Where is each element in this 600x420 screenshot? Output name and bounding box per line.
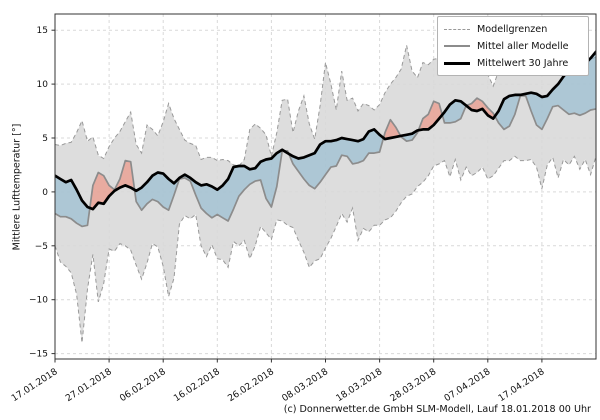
legend-label: Modellgrenzen xyxy=(477,23,548,35)
y-tick-label: −10 xyxy=(29,296,48,306)
mean30-line xyxy=(55,50,596,211)
y-axis-label: Mittlere Lufttemperatur [°] xyxy=(11,123,23,251)
dashed-line-sample-icon xyxy=(444,28,470,30)
copyright-caption: (c) Donnerwetter.de GmbH SLM-Modell, Lau… xyxy=(283,404,591,415)
legend-label: Mittelwert 30 Jahre xyxy=(477,57,569,69)
y-tick-label: −5 xyxy=(35,242,48,252)
legend-item-modellgrenzen: Modellgrenzen xyxy=(444,22,582,36)
grid xyxy=(54,14,596,359)
y-tick-label: 0 xyxy=(42,188,48,198)
black-line-sample-icon xyxy=(444,61,470,65)
y-tick-label: 5 xyxy=(42,134,48,144)
legend-item-mittelwert-30-jahre: Mittelwert 30 Jahre xyxy=(444,56,582,70)
y-tick-label: −15 xyxy=(29,350,48,360)
y-tick-label: 15 xyxy=(37,26,48,36)
legend: Modellgrenzen Mittel aller Modelle Mitte… xyxy=(437,16,589,76)
y-tick-label: 10 xyxy=(37,80,49,90)
model-mean-line xyxy=(55,95,596,228)
gray-line-sample-icon xyxy=(444,45,470,47)
axis-ticks xyxy=(51,29,543,363)
legend-item-mittel-aller-modelle: Mittel aller Modelle xyxy=(444,39,582,53)
legend-label: Mittel aller Modelle xyxy=(477,40,569,52)
